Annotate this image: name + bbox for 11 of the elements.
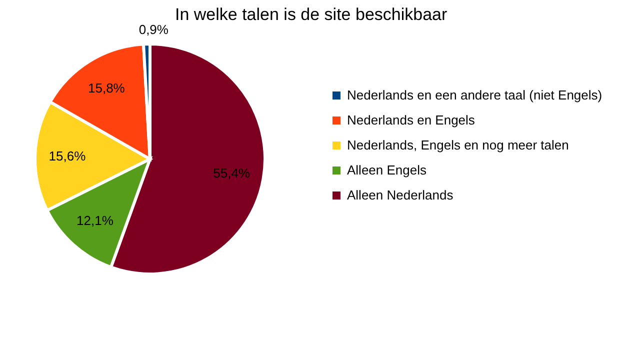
legend-label: Nederlands, Engels en nog meer talen [347, 138, 569, 152]
legend-label: Nederlands en een andere taal (niet Engels) [347, 88, 602, 102]
chart-title: In welke talen is de site beschikbaar [175, 5, 448, 24]
data-label: 12,1% [76, 212, 114, 228]
data-label: 55,4% [213, 165, 250, 180]
data-label: 0,9% [138, 22, 169, 38]
legend-label: Alleen Nederlands [347, 188, 454, 202]
legend-label: Alleen Engels [347, 162, 427, 178]
data-label: 15,6% [48, 148, 86, 164]
data-label: 15,8% [88, 80, 126, 96]
legend-label: Nederlands en Engels [347, 112, 476, 128]
